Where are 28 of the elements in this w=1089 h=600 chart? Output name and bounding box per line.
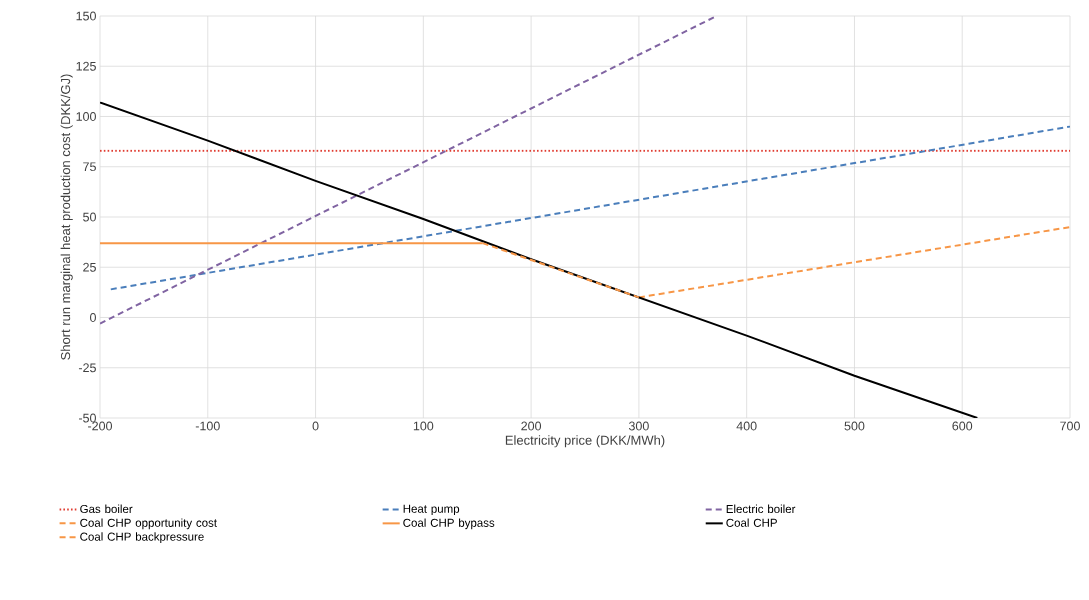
legend-label: Heat pump — [403, 504, 460, 516]
y-tick-label: -50 — [78, 413, 96, 423]
legend-label: Coal CHP backpressure — [80, 532, 204, 543]
x-axis-title: Electricity price (DKK/MWh) — [505, 435, 665, 448]
x-tick-label: 500 — [844, 421, 865, 431]
y-tick-label: 100 — [76, 112, 96, 121]
x-tick-label: 100 — [413, 421, 434, 431]
y-tick-label: 75 — [83, 162, 96, 172]
y-axis-title: Short run marginal heat production cost (DKK/GJ) — [60, 74, 73, 360]
x-tick-label: 700 — [1060, 421, 1080, 431]
y-tick-label: -25 — [78, 363, 96, 373]
legend-label: Gas boiler — [80, 504, 133, 514]
x-tick-label: 200 — [521, 421, 542, 431]
legend-label: Coal CHP opportunity cost — [80, 518, 217, 530]
y-tick-label: 0 — [90, 313, 96, 322]
x-tick-label: -200 — [88, 421, 113, 431]
legend-label: Coal CHP bypass — [403, 518, 495, 530]
y-tick-label: 125 — [76, 61, 96, 71]
x-tick-label: 400 — [736, 421, 757, 431]
x-tick-label: -100 — [195, 421, 220, 431]
y-tick-label: 150 — [76, 11, 96, 21]
legend-label: Electric boiler — [726, 504, 796, 514]
x-tick-label: 600 — [952, 421, 973, 431]
legend-label: Coal CHP — [726, 518, 777, 527]
x-tick-label: 0 — [312, 421, 319, 431]
x-tick-label: 300 — [628, 421, 649, 431]
y-tick-label: 50 — [83, 212, 96, 222]
y-tick-label: 25 — [83, 262, 96, 272]
